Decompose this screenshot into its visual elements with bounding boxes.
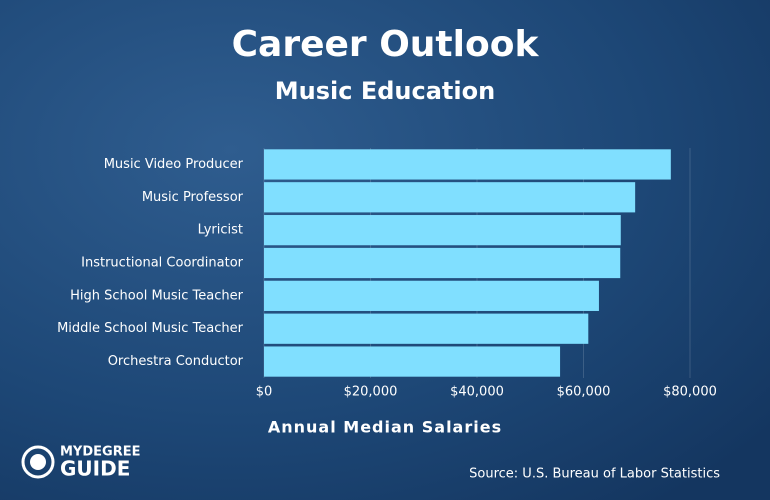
- y-tick-label: Lyricist: [198, 223, 243, 238]
- logo: MYDEGREE GUIDE: [21, 445, 140, 481]
- logo-icon-center: [30, 454, 46, 470]
- chart-title: Career Outlook: [232, 24, 540, 65]
- y-tick-label: High School Music Teacher: [70, 288, 244, 303]
- logo-text: MYDEGREE: [60, 445, 140, 460]
- y-tick-label: Orchestra Conductor: [108, 354, 244, 369]
- y-tick-label: Middle School Music Teacher: [57, 321, 244, 336]
- bar: [264, 215, 621, 246]
- x-axis-label: Annual Median Salaries: [268, 418, 502, 437]
- bar: [264, 280, 599, 311]
- y-tick-label: Instructional Coordinator: [81, 256, 244, 271]
- bar: [264, 313, 589, 344]
- bar: [264, 182, 636, 213]
- y-tick-label: Music Professor: [142, 190, 244, 205]
- x-tick-label: $60,000: [557, 385, 611, 400]
- logo-icon: [21, 445, 55, 479]
- logo-text: GUIDE: [60, 457, 130, 481]
- chart-subtitle: Music Education: [275, 77, 495, 105]
- y-tick-label: Music Video Producer: [104, 157, 244, 172]
- x-tick-label: $80,000: [663, 385, 717, 400]
- bar: [264, 149, 671, 180]
- x-tick-label: $40,000: [450, 385, 504, 400]
- source: Source: U.S. Bureau of Labor Statistics: [469, 467, 720, 482]
- bar: [264, 346, 561, 377]
- x-tick-label: $20,000: [344, 385, 398, 400]
- bar: [264, 247, 621, 279]
- x-tick-label: $0: [256, 385, 273, 400]
